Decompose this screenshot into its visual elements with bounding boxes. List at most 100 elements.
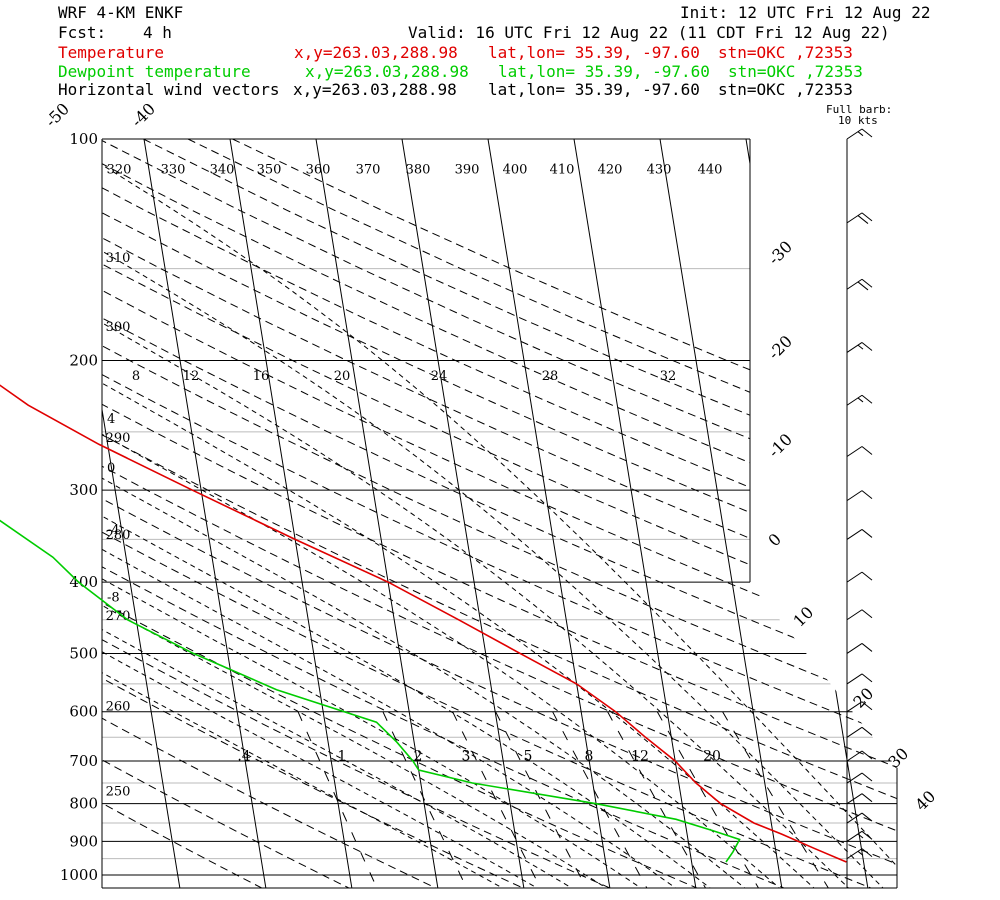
theta-e-left-label-1: 0: [107, 461, 115, 476]
wind-barb-flag-16-0: [861, 793, 873, 803]
wind-barb-flag-17-0: [861, 812, 873, 822]
pressure-label-500: 500: [69, 644, 98, 662]
legend-wind-stn: stn=OKC ,72353: [718, 80, 853, 99]
wind-barb-flag-19-0: [861, 848, 873, 857]
theta-e-label-12: 12: [183, 369, 200, 384]
theta-label-430: 430: [647, 162, 672, 177]
dry-adiabat-470: [232, 139, 897, 888]
mixing-ratio-8: [607, 711, 708, 888]
sounding-line-temperature: [0, 384, 847, 863]
wind-barb-half-3: [857, 344, 864, 350]
theta-label-410: 410: [550, 162, 575, 177]
dry-adiabat-340: [102, 139, 897, 888]
wind-barb-shaft-13: [846, 726, 863, 738]
theta-e-left-label-3: -8: [107, 591, 120, 606]
wind-barb-shaft-6: [846, 490, 863, 502]
dry-adiabat-450: [143, 139, 897, 888]
mixing-ratio-label-5: 8: [585, 748, 594, 764]
mixing-ratio-1: [382, 711, 469, 888]
wind-barb-shaft-4: [846, 394, 863, 406]
wind-barb-9: [846, 609, 873, 621]
wind-barb-flag-1-1: [857, 215, 869, 224]
wind-barb-flag-13-0: [861, 726, 873, 736]
mixing-ratio-20: [722, 711, 831, 888]
forecast-hours: 4 h: [143, 23, 172, 42]
moist-adiabat-12: [102, 288, 714, 888]
theta-label-260: 260: [106, 699, 131, 714]
wind-barb-shaft-7: [846, 529, 863, 540]
theta-label-390: 390: [455, 162, 480, 177]
moist-adiabat--4: [102, 404, 577, 888]
isotherm-label--30: -30: [764, 237, 796, 269]
wind-barb-flag-5-0: [861, 446, 873, 455]
theta-label-310: 310: [106, 251, 131, 266]
mixing-ratio-3: [495, 711, 589, 888]
wind-barb-flag-2-0: [861, 278, 873, 288]
moist-adiabat-24: [102, 139, 818, 888]
pressure-label-200: 200: [69, 352, 98, 370]
wind-barb-2: [846, 278, 873, 291]
model-title: WRF 4-KM ENKF: [58, 3, 184, 22]
dry-adiabat-250: [102, 139, 442, 888]
isotherm--50: [102, 139, 181, 888]
forecast-label: Fcst:: [58, 23, 107, 42]
init-time: Init: 12 UTC Fri 12 Aug 22: [680, 3, 931, 22]
dry-adiabat-310: [102, 139, 897, 888]
moist-adiabat-4: [102, 343, 645, 888]
wind-barb-shaft-17: [846, 812, 863, 824]
wind-barb-19: [846, 848, 873, 860]
moist-adiabat-36: [102, 139, 897, 888]
wind-barb-flag-12-0: [861, 701, 873, 711]
wind-barb-flag-18-0: [861, 830, 873, 840]
wind-barb-17: [846, 812, 873, 824]
mixing-ratio-label-4: 5: [524, 748, 533, 764]
diagram-lines: [0, 139, 897, 891]
theta-e-label-28: 28: [542, 369, 559, 384]
wind-barb-shaft-2: [846, 278, 863, 290]
dry-adiabat-270: [102, 139, 617, 888]
wind-barb-5: [846, 446, 873, 457]
wind-barb-flag-15-0: [861, 772, 873, 782]
mixing-ratio-12: [656, 711, 761, 888]
legend-dewpoint-stn: stn=OKC ,72353: [728, 62, 863, 81]
wind-barb-10: [846, 643, 873, 654]
wind-barb-shaft-8: [846, 571, 863, 583]
theta-e-label-24: 24: [431, 369, 448, 384]
theta-e-left-label-2: -4: [107, 523, 120, 538]
isotherm-label--20: -20: [764, 332, 796, 364]
wind-barb-shaft-1: [846, 212, 863, 224]
dry-adiabat-290: [102, 139, 791, 888]
wind-barb-shaft-9: [846, 609, 863, 621]
wind-barb-flag-2-1: [857, 281, 869, 291]
isotherm--70: [0, 139, 8, 891]
isotherm-label-30: 30: [884, 744, 912, 772]
legend-wind-label: Horizontal wind vectors: [58, 80, 280, 99]
wind-barb-8: [846, 571, 873, 583]
mixing-ratio-label-0: .4: [237, 748, 250, 764]
legend-temperature-label: Temperature: [58, 43, 164, 62]
wind-barb-4: [846, 394, 873, 406]
wind-barb-14: [846, 750, 873, 762]
wind-barb-shaft-14: [846, 750, 863, 762]
theta-label-300: 300: [106, 320, 131, 335]
legend-wind-xy: x,y=263.03,288.98: [293, 80, 457, 99]
wind-barb-shaft-0: [846, 128, 863, 140]
valid-time: Valid: 16 UTC Fri 12 Aug 22 (11 CDT Fri …: [408, 23, 890, 42]
wind-barb-flag-9-0: [861, 609, 873, 619]
wind-barb-flag-7-0: [861, 529, 873, 538]
legend-dewpoint-label: Dewpoint temperature: [58, 62, 251, 81]
theta-label-380: 380: [406, 162, 431, 177]
mixing-ratio-label-1: 1: [338, 748, 347, 764]
pressure-label-800: 800: [69, 795, 98, 813]
wind-barb-11: [846, 673, 873, 685]
legend-dewpoint-xy: x,y=263.03,288.98: [305, 62, 469, 81]
wind-barb-18: [846, 830, 873, 842]
barb-note-2: 10 kts: [838, 114, 878, 127]
pressure-label-300: 300: [69, 481, 98, 499]
theta-label-250: 250: [106, 784, 131, 799]
wind-barb-flag-11-0: [861, 673, 873, 683]
dry-adiabat-380: [102, 139, 897, 888]
legend-dewpoint-latlon: lat,lon= 35.39, -97.60: [498, 62, 710, 81]
moist-adiabat-8: [102, 308, 680, 888]
